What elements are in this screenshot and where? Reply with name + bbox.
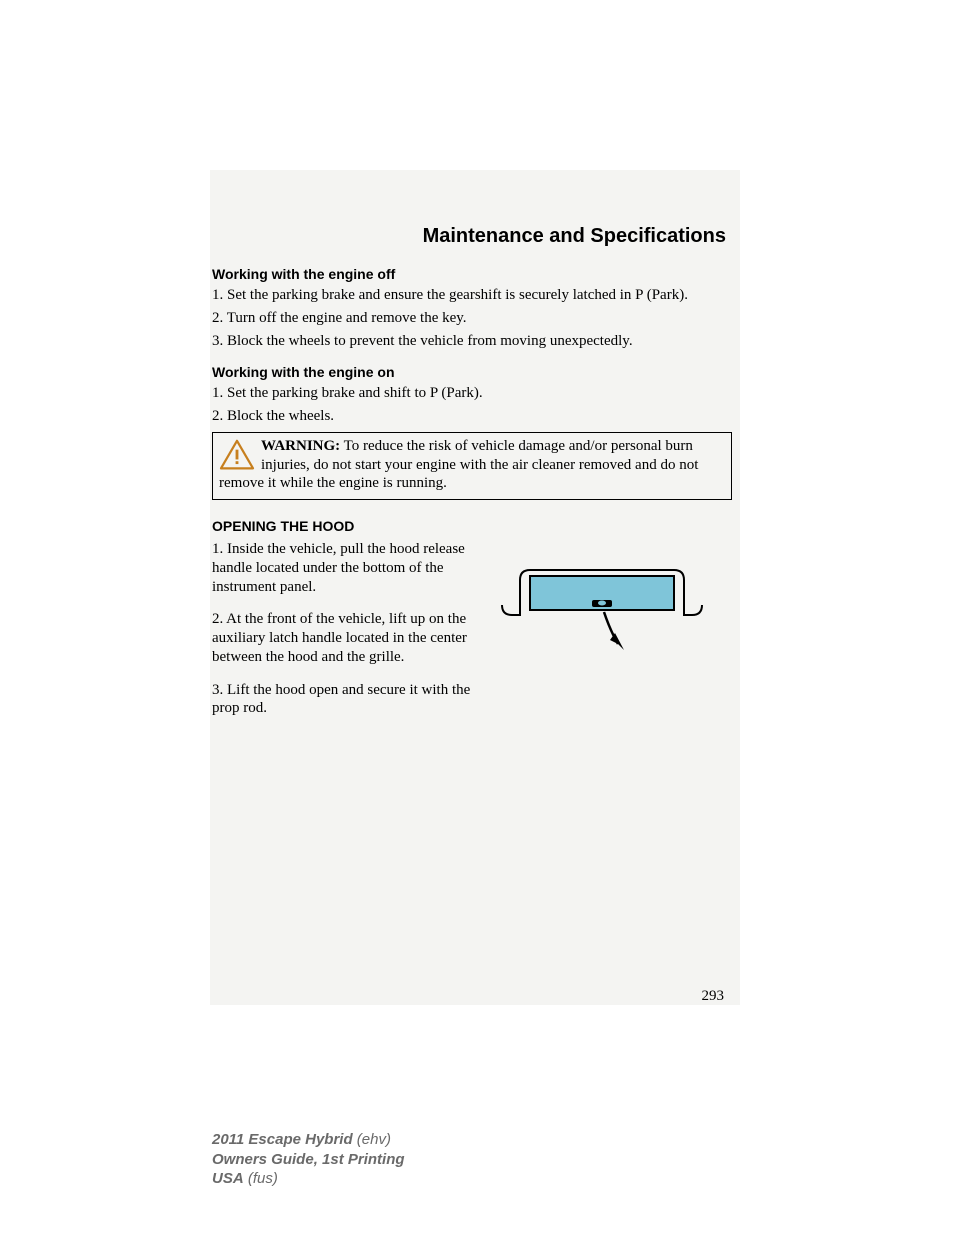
footer-line-2: Owners Guide, 1st Printing — [212, 1150, 405, 1170]
section-title: Maintenance and Specifications — [212, 225, 732, 248]
hood-section-row: 1. Inside the vehicle, pull the hood rel… — [212, 540, 732, 722]
footer-region: USA — [212, 1170, 244, 1187]
page-number: 293 — [702, 988, 725, 1005]
hood-step-2: 2. At the front of the vehicle, lift up … — [212, 610, 472, 666]
warning-triangle-icon — [219, 439, 255, 471]
heading-opening-hood: OPENING THE HOOD — [212, 518, 732, 534]
footer-imprint: 2011 Escape Hybrid (ehv) Owners Guide, 1… — [212, 1130, 405, 1189]
warning-text: WARNING: To reduce the risk of vehicle d… — [219, 437, 725, 493]
footer-model: 2011 Escape Hybrid — [212, 1131, 353, 1148]
footer-region-code: (fus) — [244, 1170, 278, 1187]
warning-box: WARNING: To reduce the risk of vehicle d… — [212, 432, 732, 500]
hood-step-1: 1. Inside the vehicle, pull the hood rel… — [212, 540, 472, 596]
engine-on-step-1: 1. Set the parking brake and shift to P … — [212, 384, 732, 403]
engine-off-step-1: 1. Set the parking brake and ensure the … — [212, 286, 732, 305]
hood-text-column: 1. Inside the vehicle, pull the hood rel… — [212, 540, 472, 722]
footer-model-code: (ehv) — [353, 1131, 391, 1148]
page-content: Maintenance and Specifications Working w… — [212, 225, 732, 722]
hood-release-diagram — [482, 540, 722, 680]
heading-engine-on: Working with the engine on — [212, 364, 732, 380]
hood-step-3: 3. Lift the hood open and secure it with… — [212, 681, 472, 719]
engine-on-step-2: 2. Block the wheels. — [212, 407, 732, 426]
heading-engine-off: Working with the engine off — [212, 266, 732, 282]
warning-label: WARNING: — [261, 438, 340, 454]
engine-off-step-3: 3. Block the wheels to prevent the vehic… — [212, 332, 732, 351]
footer-line-1: 2011 Escape Hybrid (ehv) — [212, 1130, 405, 1150]
engine-off-step-2: 2. Turn off the engine and remove the ke… — [212, 309, 732, 328]
footer-line-3: USA (fus) — [212, 1169, 405, 1189]
